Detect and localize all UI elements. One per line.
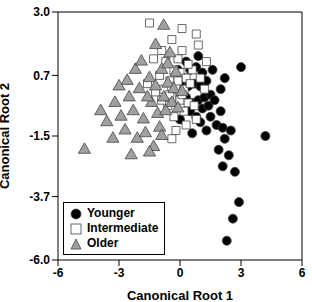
html-text:Intermediate: Intermediate (87, 221, 159, 235)
svg-text:Canonical Root 1: Canonical Root 1 (127, 288, 233, 302)
html-text:Younger: Younger (87, 206, 135, 220)
svg-text:-6: -6 (53, 266, 64, 280)
svg-text:3.0: 3.0 (33, 5, 50, 19)
svg-text:-1.5: -1.5 (29, 129, 50, 143)
svg-text:-3: -3 (114, 266, 125, 280)
svg-text:-6.0: -6.0 (29, 253, 50, 267)
html-text:Older: Older (87, 236, 119, 250)
svg-text:0.7: 0.7 (33, 69, 50, 83)
svg-text:Canonical Root 2: Canonical Root 2 (8, 83, 12, 189)
svg-text:6: 6 (299, 266, 304, 280)
svg-text:3: 3 (238, 266, 245, 280)
svg-text:0: 0 (177, 266, 184, 280)
svg-text:-3.7: -3.7 (29, 190, 50, 204)
